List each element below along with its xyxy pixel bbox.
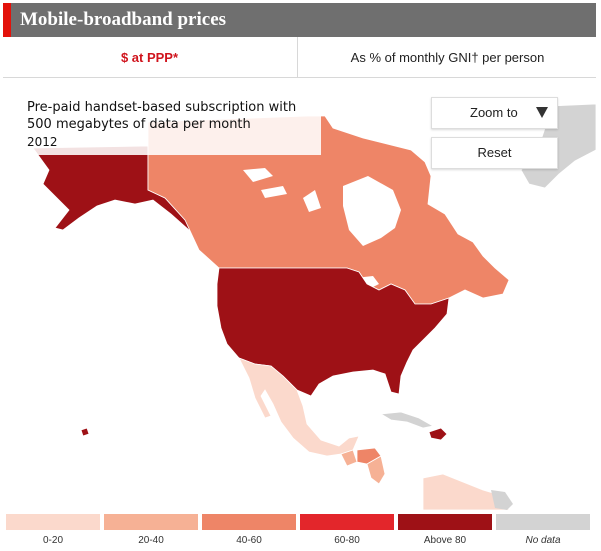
region-nicaragua[interactable]	[366, 455, 386, 485]
zoom-to-label: Zoom to	[470, 105, 518, 120]
caption-year: 2012	[27, 135, 58, 149]
legend-label: 20-40	[138, 535, 164, 546]
legend-item-no-data: No data	[496, 514, 590, 546]
choropleth-map[interactable]	[3, 78, 596, 510]
map-caption: Pre-paid handset-based subscription with…	[23, 97, 321, 155]
arctic-channel	[243, 168, 321, 212]
map-panel[interactable]: Pre-paid handset-based subscription with…	[3, 78, 596, 510]
legend-label: 40-60	[236, 535, 262, 546]
tab-percent-gni[interactable]: As % of monthly GNI† per person	[297, 37, 597, 77]
reset-button[interactable]: Reset	[431, 137, 558, 169]
page-title: Mobile-broadband prices	[20, 9, 227, 30]
region-guyana[interactable]	[491, 490, 513, 510]
caption-line-2: 500 megabytes of data per month	[27, 117, 251, 132]
region-dominican-republic[interactable]	[428, 427, 448, 441]
zoom-to-dropdown[interactable]: Zoom to	[431, 97, 558, 129]
tab-usd-ppp[interactable]: $ at PPP*	[3, 37, 296, 77]
legend-swatch	[104, 514, 198, 530]
region-cuba[interactable]	[379, 411, 435, 429]
legend-label: Above 80	[423, 535, 467, 546]
legend-label: No data	[525, 535, 561, 546]
legend-swatch	[496, 514, 590, 530]
legend-item-above-80: Above 80	[398, 514, 492, 546]
caption-line-1: Pre-paid handset-based subscription with	[27, 100, 297, 115]
legend-label: 0-20	[42, 535, 63, 546]
legend-item-60-80: 60-80	[300, 514, 394, 546]
chevron-down-icon	[536, 107, 548, 118]
legend-item-40-60: 40-60	[202, 514, 296, 546]
legend-label: 60-80	[334, 535, 360, 546]
hudson-bay	[343, 176, 401, 246]
legend-swatch	[6, 514, 100, 530]
legend-swatch	[202, 514, 296, 530]
accent-bar	[3, 3, 11, 37]
legend-item-20-40: 20-40	[104, 514, 198, 546]
legend-item-0-20: 0-20	[6, 514, 100, 546]
legend: 0-20 20-40 40-60 60-80 Above 80 No data	[6, 514, 591, 551]
tab-bar: $ at PPP* As % of monthly GNI† per perso…	[3, 37, 597, 78]
legend-swatch	[300, 514, 394, 530]
title-bar: Mobile-broadband prices	[3, 3, 596, 37]
legend-swatch	[398, 514, 492, 530]
region-hawaii[interactable]	[80, 427, 90, 437]
